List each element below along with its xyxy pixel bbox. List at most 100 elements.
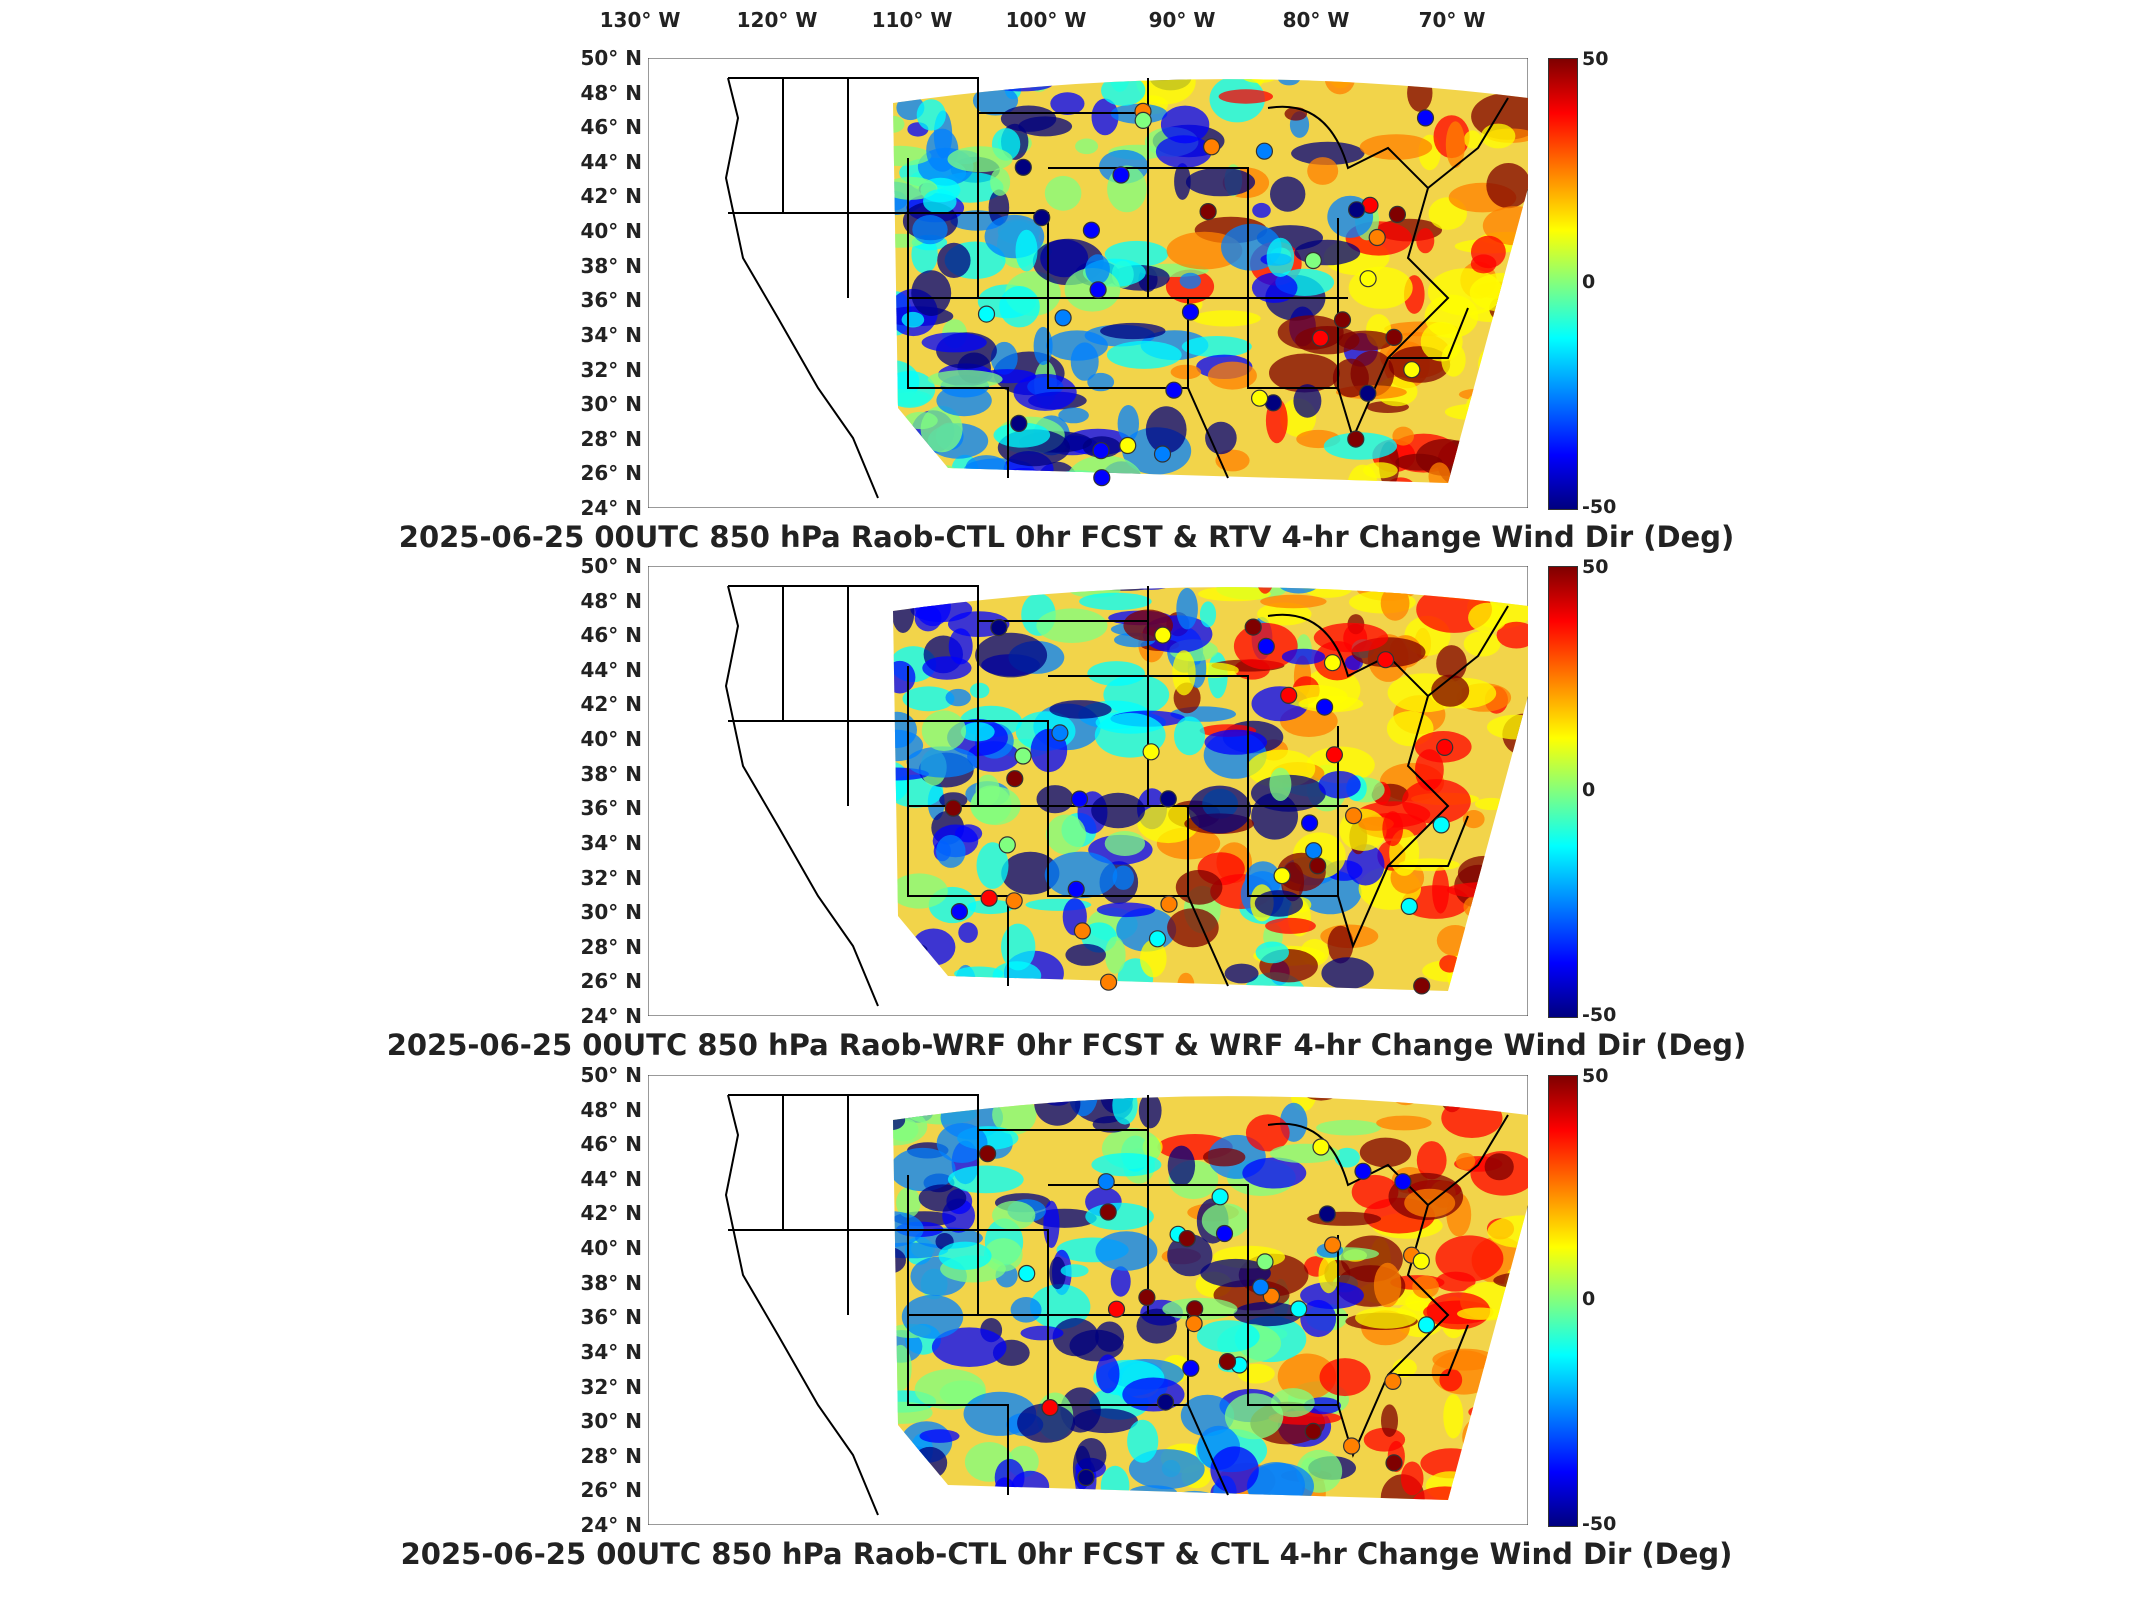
wind-direction-map <box>648 1075 1528 1525</box>
state-boundary <box>1267 613 1450 949</box>
raob-station-marker <box>990 618 1008 637</box>
raob-station-marker <box>1347 430 1365 448</box>
latitude-label: 44° N <box>580 657 642 682</box>
raob-station-marker <box>1318 1205 1336 1223</box>
raob-station-marker <box>1255 142 1274 160</box>
raob-station-marker <box>1186 1300 1204 1318</box>
raob-station-marker <box>1417 1316 1436 1334</box>
latitude-label: 48° N <box>580 80 642 105</box>
latitude-label: 50° N <box>580 46 642 70</box>
latitude-label: 32° N <box>580 865 642 890</box>
raob-station-marker <box>1119 436 1137 455</box>
raob-station-marker <box>1333 311 1352 329</box>
raob-station-marker <box>1199 203 1217 221</box>
longitude-label: 130° W <box>599 8 681 32</box>
raob-station-marker <box>1218 1353 1237 1371</box>
raob-station-marker <box>1244 618 1262 636</box>
raob-station-marker <box>1250 389 1269 407</box>
raob-station-marker <box>1181 303 1200 321</box>
latitude-label: 46° N <box>580 1132 642 1157</box>
raob-station-marker <box>1323 1236 1342 1254</box>
latitude-label: 28° N <box>580 1443 642 1468</box>
raob-station-marker <box>977 305 996 323</box>
raob-station-marker <box>1432 816 1450 834</box>
raob-station-marker <box>1093 469 1111 487</box>
latitude-label: 24° N <box>580 496 642 520</box>
state-boundary <box>724 77 879 499</box>
latitude-label: 38° N <box>580 253 642 278</box>
raob-station-marker <box>1416 109 1435 127</box>
raob-station-marker <box>1315 698 1334 716</box>
raob-station-marker <box>1185 1315 1203 1333</box>
longitude-label: 70° W <box>1418 8 1486 32</box>
colorbar-tick-label: 0 <box>1582 779 1596 801</box>
latitude-label: 48° N <box>580 1097 642 1122</box>
raob-station-marker <box>1054 309 1072 327</box>
latitude-label: 38° N <box>580 1270 642 1295</box>
colorbar <box>1548 566 1578 1018</box>
latitude-label: 34° N <box>580 322 642 347</box>
raob-station-marker <box>1202 138 1221 156</box>
raob-station-marker <box>1077 1468 1095 1487</box>
raob-station-marker <box>1082 221 1100 239</box>
raob-station-marker <box>1388 205 1407 223</box>
latitude-label: 42° N <box>580 1201 642 1226</box>
state-boundary <box>977 1130 1249 1315</box>
state-boundary <box>724 585 879 1007</box>
raob-station-marker <box>1347 201 1366 219</box>
colorbar-tick-label: 50 <box>1582 1065 1609 1087</box>
wind-direction-map <box>648 566 1528 1016</box>
state-boundary <box>907 806 1229 987</box>
panel-title: 2025-06-25 00UTC 850 hPa Raob-CTL 0hr FC… <box>400 1537 1733 1571</box>
raob-station-marker <box>1311 329 1330 347</box>
raob-station-marker <box>1154 626 1172 644</box>
state-boundary <box>907 1315 1229 1496</box>
state-boundary <box>1267 1122 1450 1458</box>
raob-station-marker <box>1092 442 1110 460</box>
raob-station-marker <box>1413 977 1431 995</box>
raob-station-marker <box>1006 770 1024 788</box>
raob-station-marker <box>1359 270 1377 288</box>
latitude-label: 28° N <box>580 934 642 959</box>
state-boundary <box>977 113 1249 298</box>
raob-station-marker <box>1344 807 1363 825</box>
raob-station-marker <box>1014 158 1032 176</box>
state-boundary <box>728 720 1348 807</box>
latitude-label: 30° N <box>580 900 642 925</box>
latitude-label: 36° N <box>580 796 642 821</box>
latitude-label: 46° N <box>580 623 642 648</box>
raob-station-marker <box>1112 166 1130 184</box>
latitude-label: 44° N <box>580 149 642 174</box>
raob-station-marker <box>1010 414 1028 432</box>
raob-station-marker <box>1304 251 1322 270</box>
raob-station-marker <box>1400 897 1418 915</box>
raob-station-marker <box>1073 922 1091 940</box>
latitude-label: 26° N <box>580 969 642 994</box>
raob-station-marker <box>1156 1393 1175 1411</box>
raob-station-marker <box>1089 281 1107 299</box>
raob-station-marker <box>1148 930 1167 948</box>
latitude-label: 30° N <box>580 1409 642 1434</box>
raob-station-marker <box>1134 111 1152 130</box>
raob-station-marker <box>1354 1162 1372 1180</box>
raob-station-marker <box>1033 209 1051 227</box>
raob-station-marker <box>1280 686 1298 704</box>
raob-station-marker <box>980 889 998 907</box>
raob-station-marker <box>1394 1173 1412 1191</box>
latitude-label: 38° N <box>580 761 642 786</box>
raob-station-marker <box>1256 1253 1274 1271</box>
colorbar-tick-label: -50 <box>1582 1004 1617 1026</box>
wind-field <box>893 1096 1528 1500</box>
latitude-label: 42° N <box>580 184 642 209</box>
raob-station-marker <box>1215 1224 1234 1243</box>
raob-station-marker <box>1325 746 1344 764</box>
latitude-label: 32° N <box>580 357 642 382</box>
raob-station-marker <box>1304 1422 1322 1440</box>
latitude-label: 50° N <box>580 1063 642 1087</box>
latitude-label: 40° N <box>580 1236 642 1261</box>
latitude-label: 44° N <box>580 1166 642 1191</box>
raob-station-marker <box>1251 1278 1270 1296</box>
latitude-label: 24° N <box>580 1004 642 1028</box>
raob-station-marker <box>1436 738 1454 756</box>
raob-station-marker <box>1323 654 1342 672</box>
